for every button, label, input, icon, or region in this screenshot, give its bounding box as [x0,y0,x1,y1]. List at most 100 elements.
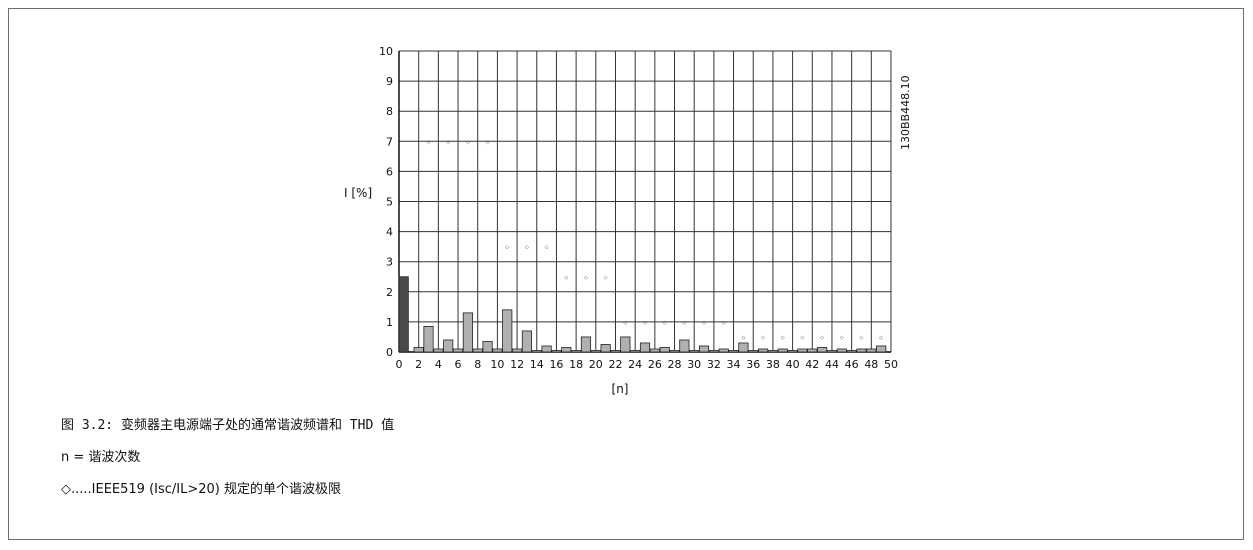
harmonic-bar [561,347,572,353]
harmonic-bar [728,350,739,353]
harmonic-bar [659,347,670,353]
figure-caption: 图 3.2: 变频器主电源端子处的通常谐波频谱和 THD 值 [61,418,395,433]
y-tick-label: 5 [386,196,393,209]
harmonic-bar [433,348,444,353]
x-tick-label: 8 [474,358,481,371]
figure-id-label: 130BB448.10 [899,75,912,150]
harmonic-bar [689,350,700,353]
harmonic-bar [748,350,759,353]
y-tick-label: 2 [386,286,393,299]
x-tick-label: 42 [805,358,819,371]
limit-marker: ◇ [505,245,509,251]
limit-marker: ◇ [545,245,549,251]
harmonic-bar [423,326,434,353]
harmonic-bar [610,350,621,353]
x-tick-label: 6 [455,358,462,371]
y-tick-label: 7 [386,135,393,148]
x-tick-label: 0 [396,358,403,371]
limit-marker: ◇ [584,275,588,281]
limit-marker: ◇ [840,335,844,341]
x-tick-label: 2 [415,358,422,371]
harmonic-bar [541,345,552,353]
x-tick-label: 44 [825,358,839,371]
x-tick-label: 34 [727,358,741,371]
limit-marker: ◇ [801,335,805,341]
limit-marker: ◇ [663,320,667,326]
limit-marker: ◇ [860,335,864,341]
x-tick-label: 46 [845,358,859,371]
x-tick-label: 16 [549,358,563,371]
harmonic-bar [807,348,818,353]
y-tick-label: 9 [386,75,393,88]
harmonic-bar [876,345,887,353]
harmonic-bar [600,344,611,353]
harmonic-bar [817,347,828,353]
figure-frame [8,8,1244,540]
limit-marker: ◇ [564,275,568,281]
harmonic-bar [472,348,483,353]
x-tick-label: 20 [589,358,603,371]
ieee519-limit-markers: ◇ ◇ ◇ ◇ ◇ ◇ ◇ ◇ ◇ ◇ ◇ ◇ ◇ ◇ ◇ ◇ ◇ ◇ ◇ ◇ ◇ ◇ ◇ ◇ [427,139,884,341]
x-tick-label: 18 [569,358,583,371]
limit-marker: ◇ [879,335,883,341]
limit-marker: ◇ [781,335,785,341]
harmonic-bar [787,350,798,353]
harmonic-bar [502,309,513,353]
harmonic-bar [551,350,562,353]
x-tick-label: 40 [786,358,800,371]
limit-marker: ◇ [702,320,706,326]
harmonic-bar [482,341,493,353]
harmonic-bar [590,350,601,353]
limit-marker: ◇ [446,139,450,145]
harmonic-bar [856,348,867,353]
harmonic-bar [531,350,542,353]
x-tick-label: 4 [435,358,442,371]
x-tick-label: 32 [707,358,721,371]
harmonic-bar [580,336,592,353]
limit-marker: ◇ [722,320,726,326]
harmonic-bar [620,336,631,353]
harmonic-bar [679,339,690,353]
harmonic-bar [398,276,409,353]
chart-grid [398,50,892,353]
y-tick-label: 4 [386,226,393,239]
x-tick-label: 10 [490,358,504,371]
harmonic-bar [521,330,532,353]
ieee519-limit-definition: ◇.....IEEE519 (Isc/IL>20) 规定的单个谐波极限 [61,482,342,497]
limit-marker: ◇ [741,335,745,341]
harmonic-bar [698,345,710,353]
harmonic-bar [571,350,582,353]
harmonic-bar [462,312,473,353]
limit-marker: ◇ [820,335,824,341]
x-tick-label: 30 [687,358,701,371]
x-tick-label: 38 [766,358,780,371]
limit-marker: ◇ [604,275,608,281]
harmonic-bar [669,350,680,353]
harmonic-bar [452,348,464,353]
harmonic-bar [413,347,424,353]
harmonic-bar [492,348,503,353]
x-tick-label: 50 [884,358,898,371]
harmonic-order-definition: n = 谐波次数 [61,450,141,465]
limit-marker: ◇ [682,320,686,326]
harmonic-bar [649,348,660,353]
limit-marker: ◇ [525,245,529,251]
x-tick-label: 26 [648,358,662,371]
harmonic-bar [639,342,651,353]
harmonic-bar [777,348,788,353]
y-tick-label: 3 [386,256,393,269]
limit-marker: ◇ [761,335,765,341]
harmonic-bar [738,342,749,353]
x-axis-label: [n] [612,382,629,396]
harmonic-bar [826,350,838,353]
harmonic-bar [443,339,454,353]
y-tick-label: 8 [386,105,393,118]
chart-bars [398,276,887,353]
limit-marker: ◇ [427,139,431,145]
harmonic-bar [846,350,857,353]
harmonic-bar [758,348,769,353]
harmonic-bar [767,350,778,353]
x-tick-label: 12 [510,358,524,371]
